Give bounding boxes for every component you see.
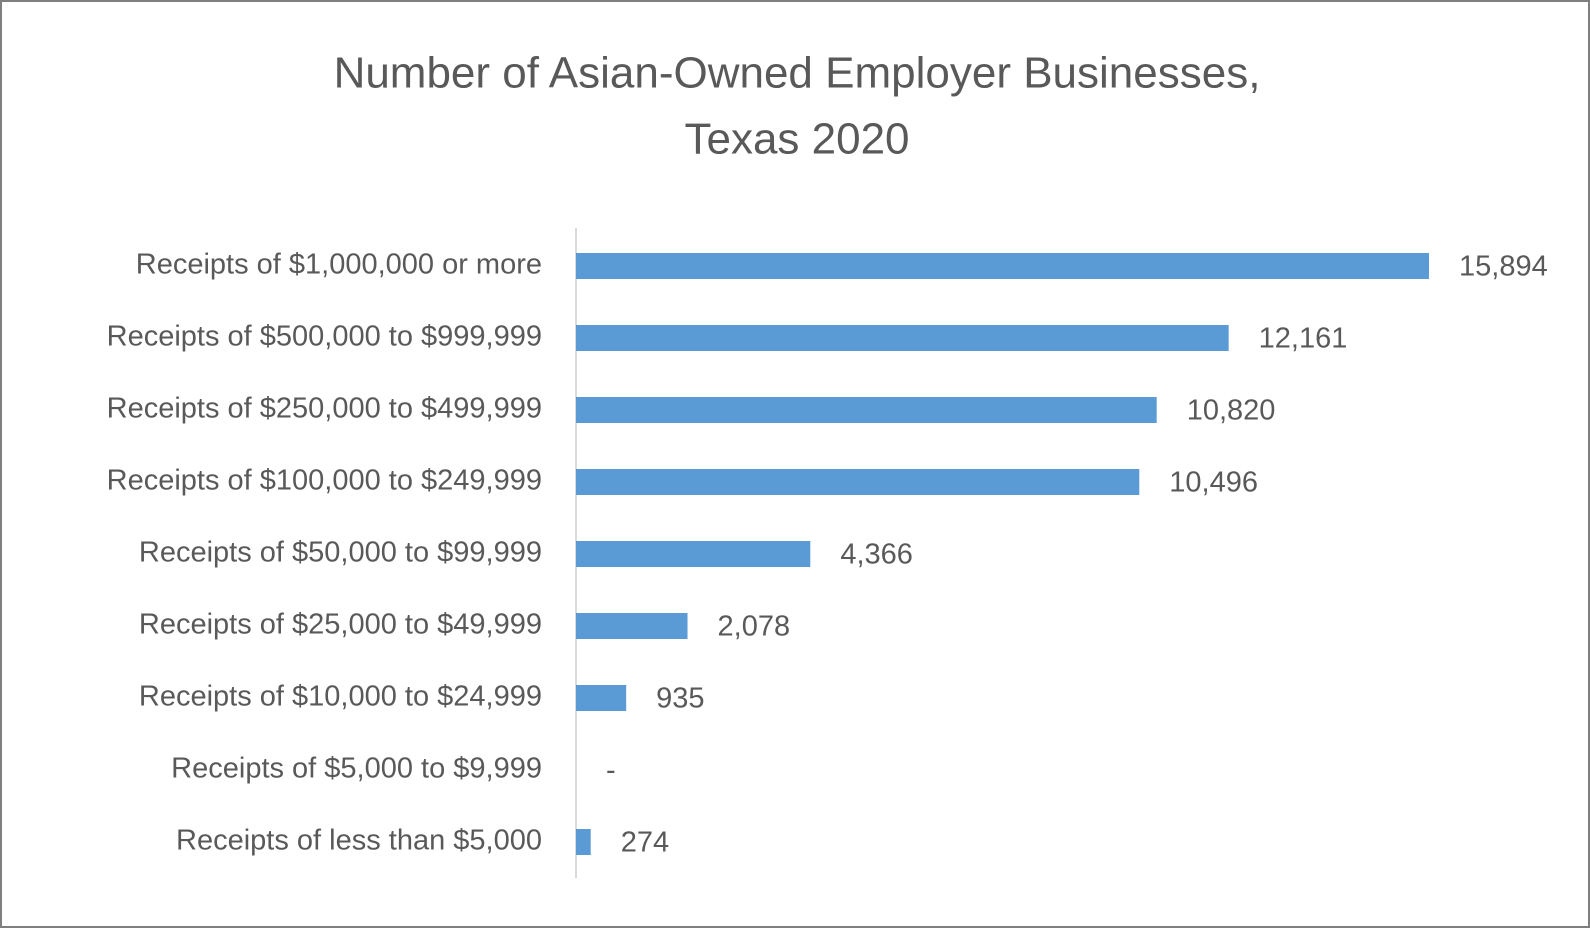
data-label: 10,820 xyxy=(1187,395,1276,427)
bar xyxy=(576,397,1157,423)
data-label: 12,161 xyxy=(1259,323,1348,355)
y-tick-label: Receipts of less than $5,000 xyxy=(176,825,542,857)
data-label: 2,078 xyxy=(718,611,791,643)
data-label: 10,496 xyxy=(1169,467,1258,499)
data-label: 15,894 xyxy=(1459,251,1548,283)
bar xyxy=(576,325,1229,351)
y-tick-label: Receipts of $25,000 to $49,999 xyxy=(139,609,542,641)
y-tick-label: Receipts of $500,000 to $999,999 xyxy=(107,321,542,353)
bar xyxy=(576,613,688,639)
data-label: - xyxy=(606,755,616,787)
chart-title: Texas 2020 xyxy=(684,115,909,164)
data-label: 935 xyxy=(656,683,704,715)
y-tick-label: Receipts of $5,000 to $9,999 xyxy=(171,753,542,785)
chart-title: Number of Asian-Owned Employer Businesse… xyxy=(334,49,1261,98)
y-tick-label: Receipts of $50,000 to $99,999 xyxy=(139,537,542,569)
data-label: 4,366 xyxy=(840,539,913,571)
bar xyxy=(576,541,811,567)
bar xyxy=(576,829,591,855)
y-tick-label: Receipts of $1,000,000 or more xyxy=(136,249,542,281)
y-tick-label: Receipts of $100,000 to $249,999 xyxy=(107,465,542,497)
bar xyxy=(576,253,1429,279)
bar xyxy=(576,469,1140,495)
bar xyxy=(576,685,627,711)
y-tick-label: Receipts of $10,000 to $24,999 xyxy=(139,681,542,713)
data-label: 274 xyxy=(621,827,669,859)
y-tick-label: Receipts of $250,000 to $499,999 xyxy=(107,393,542,425)
